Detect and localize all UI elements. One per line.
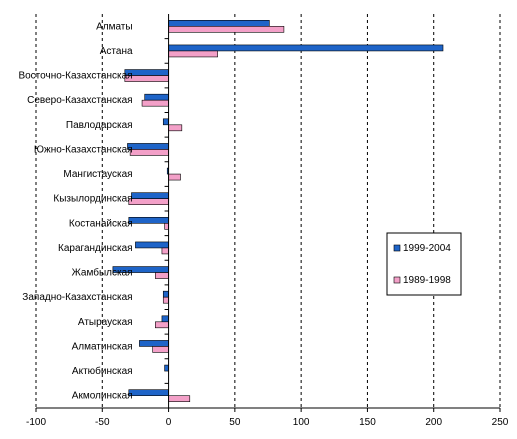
bars	[112, 20, 444, 402]
category-label: Акмолинская	[72, 391, 133, 402]
category-label: Кызылординская	[53, 194, 132, 205]
bar-1999-2004	[164, 364, 169, 372]
category-label: Астана	[100, 46, 133, 57]
bar-1989-1998	[128, 198, 169, 205]
bar-1999-2004	[128, 389, 169, 396]
category-label: Атырауская	[78, 317, 133, 328]
category-label: Актюбинская	[72, 365, 133, 377]
bar-1999-2004	[131, 192, 169, 199]
bar-1999-2004	[168, 20, 270, 27]
bar-1989-1998	[164, 223, 169, 230]
bar-1989-1998	[161, 247, 169, 255]
bar-1999-2004	[144, 93, 169, 101]
category-label: Мангистауская	[63, 169, 132, 180]
legend: 1999-2004 1989-1998	[386, 232, 462, 296]
bar-1989-1998	[168, 26, 285, 33]
category-label: Алматинская	[72, 341, 133, 352]
x-axis-ticks: -100 -50 0 50 100 150 200 250	[26, 408, 509, 428]
x-tick-label-200: 200	[425, 417, 442, 428]
x-tick-label-250: 250	[492, 417, 509, 428]
bar-1989-1998	[168, 50, 218, 58]
category-label: Северо-Казахстанская	[27, 95, 132, 106]
bar-1989-1998	[155, 272, 169, 279]
bar-1989-1998	[129, 149, 169, 156]
bar-1999-2004	[162, 290, 169, 298]
category-label: Восточно-Казахстанская	[18, 71, 132, 82]
category-labels: Алматы Астана Восточно-Казахстанская Северо…	[18, 21, 169, 402]
bar-1989-1998	[155, 321, 169, 329]
legend-box	[386, 232, 462, 296]
x-tick-label--100: -100	[26, 417, 46, 428]
legend-swatch-1989-1998	[393, 276, 401, 284]
bar-1999-2004	[127, 143, 169, 150]
category-label: Западно-Казахстанская	[22, 292, 132, 303]
legend-label-1989-1998: 1989-1998	[403, 275, 451, 286]
category-label: Алматы	[96, 21, 133, 32]
bar-1989-1998	[168, 124, 183, 132]
category-label: Костанайская	[69, 218, 133, 229]
x-tick-label-150: 150	[359, 417, 376, 428]
x-tick-label-50: 50	[229, 417, 241, 428]
bar-1999-2004	[168, 44, 444, 52]
category-label: Павлодарская	[66, 120, 133, 131]
bar-1999-2004	[162, 118, 169, 126]
category-label: Южно-Казахстанская	[34, 144, 133, 155]
x-tick-label--50: -50	[95, 417, 110, 428]
bar-1999-2004	[128, 217, 169, 224]
bar-1989-1998	[152, 346, 169, 353]
bar-1999-2004	[139, 340, 169, 347]
x-tick-label-100: 100	[293, 417, 310, 428]
bar-1989-1998	[141, 99, 169, 107]
category-label: Карагандинская	[58, 243, 133, 254]
x-tick-label-0: 0	[166, 417, 172, 428]
bar-1999-2004	[135, 241, 169, 249]
bar-1989-1998	[162, 296, 169, 304]
category-label: Жамбылская	[72, 267, 133, 279]
bar-1999-2004	[161, 315, 169, 323]
bar-1989-1998	[168, 173, 181, 181]
legend-swatch-1999-2004	[393, 244, 401, 252]
bar-1989-1998	[168, 395, 191, 402]
legend-label-1999-2004: 1999-2004	[403, 243, 451, 254]
